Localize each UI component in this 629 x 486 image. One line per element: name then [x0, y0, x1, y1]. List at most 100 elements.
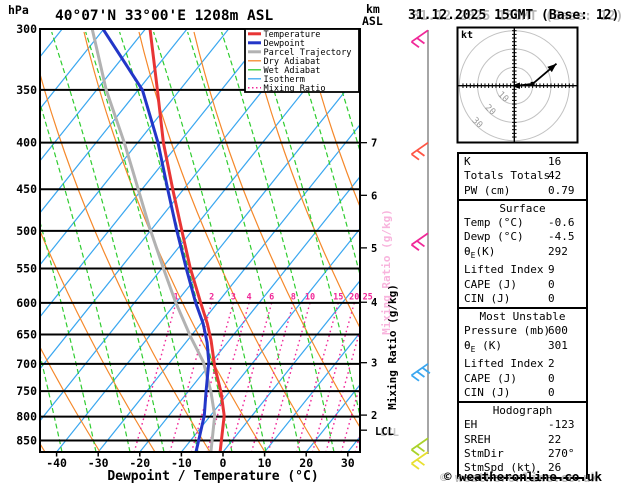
pressure-tick-label: 500	[16, 224, 37, 238]
legend-item-label: Wet Adiabat	[264, 66, 321, 76]
table-row-value: 2	[548, 357, 555, 371]
wet-adiabat-line	[187, 31, 301, 452]
legend-item-label: Isotherm	[264, 75, 305, 85]
temperature-curve	[148, 29, 226, 452]
wind-barb	[410, 451, 429, 470]
isotherm-line	[222, 279, 360, 452]
mixing-ratio-value-label: 15	[333, 292, 343, 302]
table-row-value: 42	[548, 169, 562, 183]
wet-adiabat-line	[289, 31, 360, 278]
mixing-ratio-value-label: 25	[363, 292, 373, 302]
table-row-value: 9	[548, 263, 555, 277]
dry-adiabat-line	[248, 31, 360, 330]
table-row-value: 16	[548, 155, 562, 168]
wind-barb-feather	[416, 240, 425, 248]
table-row-label: StmDir	[464, 447, 504, 461]
sounding-curves	[90, 29, 226, 452]
legend-item-label: Temperature	[264, 30, 321, 40]
table-row: CIN (J) 0	[459, 292, 586, 306]
mixing-ratio-value-label: 20	[349, 292, 359, 302]
table-row-value: 0.79	[548, 183, 575, 197]
legend-item-label: Dry Adiabat	[264, 57, 321, 67]
table-row-value: 0	[548, 371, 555, 385]
mixing-ratio-value-label: 1	[173, 292, 178, 302]
wind-barb	[410, 29, 429, 49]
table-row: CIN (J) 0	[459, 386, 586, 400]
pressure-tick-label: 400	[16, 136, 37, 150]
wind-barb-shaft	[410, 451, 429, 465]
pressure-tick-label: 750	[16, 384, 37, 398]
table-row: StmSpd (kt) 26	[459, 461, 586, 475]
table-row: Pressure (mb) 600	[459, 324, 586, 338]
mixing-ratio-line	[169, 302, 213, 452]
table-row: CAPE (J) 0	[459, 372, 586, 386]
isotherm-line	[264, 331, 360, 452]
table-row-label: CAPE (J)	[464, 277, 517, 291]
hodograph-trace-arrowhead	[547, 63, 557, 73]
wet-adiabat-line	[119, 31, 233, 452]
lcl-label: LCL	[375, 426, 394, 438]
footer-credit-text: © weatheronline.co.uk	[443, 469, 603, 484]
wet-adiabat-line	[40, 219, 97, 452]
table-row-label: CIN (J)	[464, 291, 511, 305]
pressure-tick-label: 700	[16, 357, 37, 371]
mixing-ratio-value-label: 6	[269, 292, 274, 302]
lcl-label-ghost: LCL	[380, 427, 399, 439]
wet-adiabat-line	[153, 31, 267, 452]
mixing-ratio-value-label: 4	[246, 292, 251, 302]
wind-barb-feather	[410, 462, 420, 470]
mixing-ratio-value-label: 2	[209, 292, 214, 302]
table-row-label: Lifted Index	[464, 263, 544, 277]
isotherm-line	[40, 29, 146, 162]
mixing-ratio-line	[311, 302, 355, 452]
wind-barb-feather	[410, 374, 420, 382]
table-row-label: K	[464, 155, 471, 168]
plot-border	[39, 28, 361, 453]
mixing-ratio-line	[206, 302, 250, 452]
km-tick-label: 6	[371, 190, 377, 202]
pressure-tick-label: 300	[16, 22, 37, 36]
legend-item-label: Dewpoint	[264, 39, 305, 49]
dewpoint-curve	[101, 29, 211, 452]
table-row-label: CAPE (J)	[464, 371, 517, 385]
table-row: PW (cm) 0.79	[459, 184, 586, 198]
dry-adiabat-line	[193, 31, 360, 429]
isotherm-line	[40, 29, 188, 214]
wind-barb-feather	[410, 153, 420, 161]
table-row-value: -4.5	[548, 230, 575, 244]
x-axis-title: Dewpoint / Temperature (°C)	[107, 469, 318, 484]
legend-border	[244, 28, 360, 93]
wind-barb-column	[410, 29, 431, 470]
table-row-label: Totals Totals	[464, 169, 551, 183]
table-row-value: 22	[548, 432, 562, 446]
datetime-ghost: 31.12.2025 15GMT (Base: 12)	[412, 9, 623, 24]
legend-item-label: Parcel Trajectory	[264, 48, 352, 58]
dry-adiabat-line	[138, 31, 321, 452]
wet-adiabat-line	[51, 31, 165, 452]
km-tick-label: 2	[371, 410, 377, 422]
table-row: θE(K) 292	[459, 245, 586, 263]
temp-tick-label: -40	[46, 456, 67, 470]
indices-table: K 16 Totals Totals 42 PW (cm) 0.79 Surface Temp…	[457, 152, 588, 479]
wind-barb-shaft	[410, 141, 429, 155]
wind-barb-feather	[416, 445, 425, 453]
table-row-value: -123	[548, 418, 575, 432]
pressure-gridlines	[40, 28, 360, 442]
plot-frame	[39, 28, 361, 453]
mixing-ratio-line	[295, 302, 339, 452]
wind-barb-feather	[416, 149, 425, 157]
wind-barb-shaft	[410, 29, 429, 43]
table-row-label: Pressure (mb)	[464, 324, 551, 338]
table-row: Lifted Index 9	[459, 263, 586, 277]
mixing-ratio-labels: 1 2 3 4 6 8 10 15 20 25	[173, 292, 372, 302]
wind-barb-shaft	[410, 437, 429, 451]
mixing-ratio-line	[229, 302, 273, 452]
km-tick-label: 3	[371, 358, 377, 370]
dry-adiabat-line	[40, 345, 101, 452]
pressure-tick-label: 600	[16, 296, 37, 310]
wind-barb-feather	[416, 458, 425, 466]
footer-credit-ghost: © weatheronline.co.uk	[439, 470, 599, 485]
